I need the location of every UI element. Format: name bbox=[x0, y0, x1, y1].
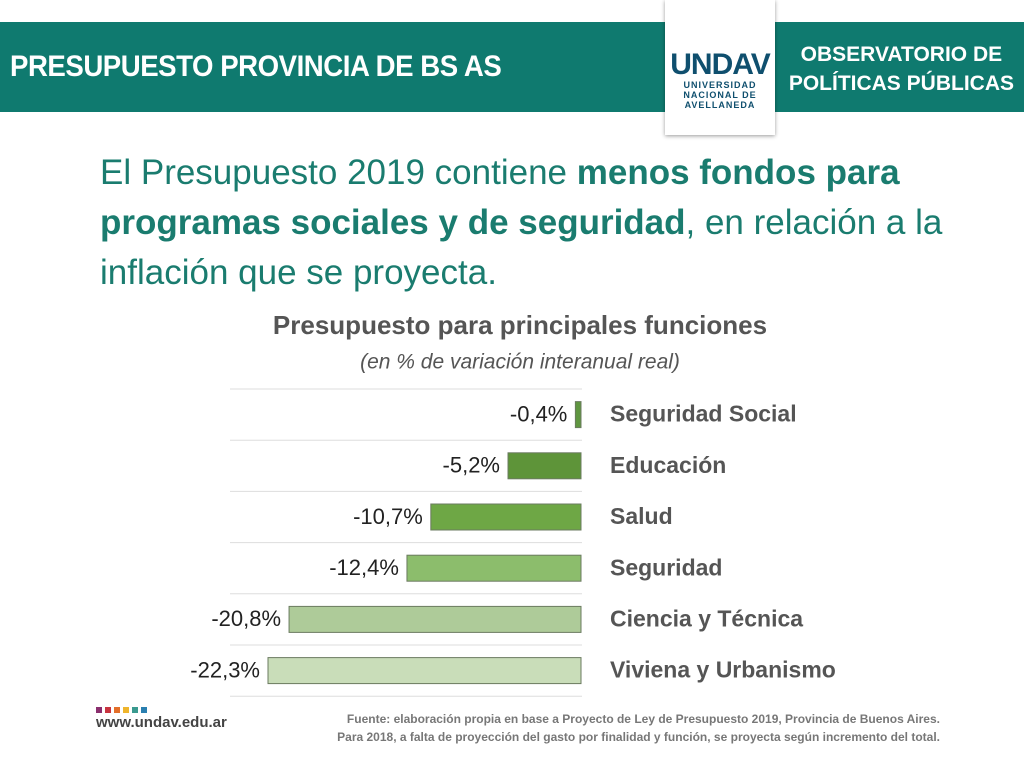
logo-mark: UNDAV bbox=[670, 48, 770, 81]
bar bbox=[267, 657, 582, 685]
category-label: Ciencia y Técnica bbox=[610, 605, 803, 631]
category-label: Seguridad bbox=[610, 554, 722, 580]
footer-source: Fuente: elaboración propia en base a Pro… bbox=[337, 710, 940, 746]
headline-part: menos fondos para programas sociales y d… bbox=[100, 153, 900, 242]
logo: UNDAV UNIVERSIDAD NACIONAL DE AVELLANEDA bbox=[665, 0, 775, 135]
headline-part: , en relación a la inflación que se proy… bbox=[100, 203, 943, 292]
category-label: Educación bbox=[610, 452, 726, 478]
source-line: Para 2018, a falta de proyección del gas… bbox=[337, 730, 940, 744]
value-label: -0,4% bbox=[510, 401, 567, 426]
value-label: -5,2% bbox=[443, 453, 500, 478]
value-label: -12,4% bbox=[329, 555, 399, 580]
bar bbox=[430, 503, 582, 531]
value-label: -22,3% bbox=[190, 657, 260, 682]
chart-title: Presupuesto para principales funciones bbox=[273, 310, 767, 340]
bar bbox=[288, 605, 582, 633]
logo-line: NACIONAL DE bbox=[683, 90, 757, 100]
header-title: PRESUPUESTO PROVINCIA DE BS AS bbox=[10, 50, 502, 83]
value-label: -10,7% bbox=[353, 504, 423, 529]
headline: El Presupuesto 2019 contiene menos fondo… bbox=[100, 148, 950, 298]
headline-part: El Presupuesto 2019 contiene bbox=[100, 153, 577, 192]
category-label: Salud bbox=[610, 503, 673, 529]
header-right-line: OBSERVATORIO DE bbox=[800, 43, 1003, 66]
footer-squares bbox=[96, 707, 147, 713]
bar bbox=[574, 401, 582, 429]
category-label: Seguridad Social bbox=[610, 401, 797, 427]
bar bbox=[406, 554, 582, 582]
header-right-line: POLÍTICAS PÚBLICAS bbox=[788, 72, 1014, 95]
header-right: OBSERVATORIO DE POLÍTICAS PÚBLICAS bbox=[789, 40, 1014, 98]
value-label: -20,8% bbox=[211, 606, 281, 631]
logo-line: AVELLANEDA bbox=[684, 100, 756, 110]
chart-subtitle: (en % de variación interanual real) bbox=[360, 351, 680, 374]
bar bbox=[507, 452, 582, 480]
logo-line: UNIVERSIDAD bbox=[683, 80, 757, 90]
footer-url: www.undav.edu.ar bbox=[96, 714, 227, 731]
header-band bbox=[0, 22, 1024, 112]
category-label: Viviena y Urbanismo bbox=[610, 657, 836, 683]
source-line: Fuente: elaboración propia en base a Pro… bbox=[346, 712, 940, 726]
